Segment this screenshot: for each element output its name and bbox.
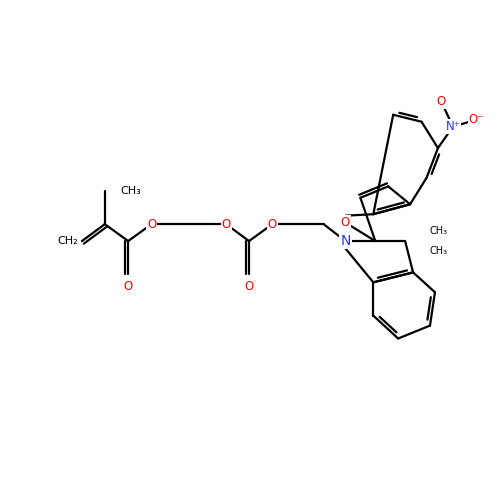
Text: N: N — [340, 234, 350, 248]
Text: O⁻: O⁻ — [468, 113, 484, 126]
Text: O: O — [147, 218, 156, 230]
Text: CH₂: CH₂ — [58, 236, 78, 246]
Text: CH₃: CH₃ — [429, 246, 447, 256]
Text: O: O — [244, 280, 254, 293]
Text: O: O — [268, 218, 277, 230]
Text: N⁺: N⁺ — [446, 120, 460, 133]
Text: O: O — [222, 218, 231, 230]
Text: CH₃: CH₃ — [120, 186, 142, 196]
Text: O: O — [437, 96, 446, 108]
Text: CH₃: CH₃ — [429, 226, 447, 236]
Text: O: O — [124, 280, 133, 293]
Text: O: O — [341, 216, 350, 229]
